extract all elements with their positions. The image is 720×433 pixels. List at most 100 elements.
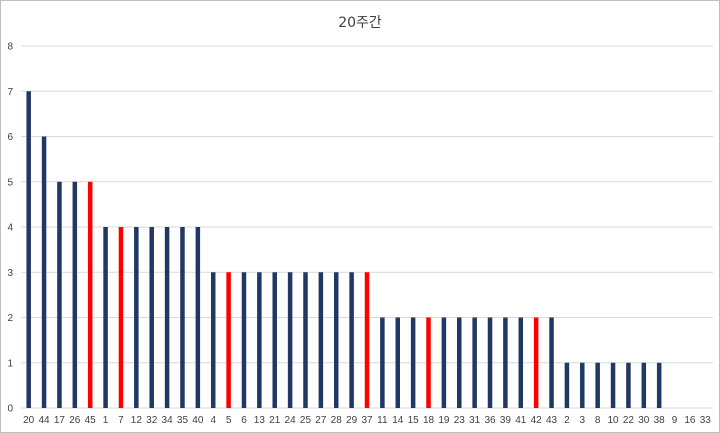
- y-tick-label: 8: [7, 42, 13, 53]
- x-tick-label: 40: [192, 415, 204, 426]
- bar-5: [226, 272, 231, 408]
- x-tick-label: 37: [361, 415, 373, 426]
- bar-14: [395, 317, 401, 408]
- bar-20: [26, 91, 31, 408]
- bar-2: [564, 362, 570, 408]
- x-tick-label: 3: [580, 415, 586, 426]
- x-tick-label: 27: [315, 415, 327, 426]
- y-axis-ticks: 0 1 2 3 4 5 6 7 8: [7, 42, 13, 415]
- bar-22: [626, 362, 631, 408]
- x-tick-label: 13: [254, 415, 266, 426]
- bar-39: [503, 317, 508, 408]
- x-tick-label: 14: [392, 415, 404, 426]
- bar-10: [610, 362, 616, 408]
- bar-19: [441, 317, 447, 408]
- bar-21: [272, 272, 277, 408]
- x-tick-label: 19: [438, 415, 450, 426]
- bar-3: [580, 362, 585, 408]
- x-tick-label: 45: [85, 415, 97, 426]
- bar-8: [595, 362, 600, 408]
- x-tick-label: 24: [285, 415, 297, 426]
- bar-18: [426, 317, 431, 408]
- bar-38: [656, 362, 662, 408]
- x-tick-label: 9: [672, 415, 678, 426]
- x-tick-label: 31: [469, 415, 481, 426]
- x-tick-label: 44: [39, 415, 51, 426]
- bar-25: [303, 272, 308, 408]
- bar-31: [472, 317, 477, 408]
- bar-30: [641, 362, 647, 408]
- bar-34: [164, 227, 170, 408]
- x-tick-label: 2: [564, 415, 570, 426]
- bar-15: [410, 317, 416, 408]
- x-tick-label: 15: [408, 415, 420, 426]
- bar-4: [210, 272, 216, 408]
- x-tick-label: 23: [454, 415, 466, 426]
- bar-17: [57, 181, 62, 408]
- bar-45: [87, 181, 93, 408]
- x-tick-label: 12: [131, 415, 143, 426]
- x-tick-label: 7: [118, 415, 124, 426]
- bar-35: [180, 227, 185, 408]
- x-tick-label: 4: [210, 415, 216, 426]
- chart-title: 20주간: [338, 15, 382, 31]
- x-tick-label: 42: [531, 415, 543, 426]
- bar-43: [549, 317, 554, 408]
- x-tick-label: 21: [269, 415, 281, 426]
- x-tick-label: 18: [423, 415, 435, 426]
- bar-26: [72, 181, 78, 408]
- x-tick-label: 20: [23, 415, 35, 426]
- bar-27: [318, 272, 324, 408]
- bar-29: [349, 272, 354, 408]
- x-tick-label: 16: [684, 415, 696, 426]
- x-tick-label: 32: [146, 415, 158, 426]
- x-tick-label: 1: [103, 415, 109, 426]
- bar-36: [487, 317, 493, 408]
- x-tick-label: 29: [346, 415, 358, 426]
- bar-42: [533, 317, 539, 408]
- bar-41: [518, 317, 524, 408]
- bar-1: [103, 227, 108, 408]
- x-tick-label: 11: [377, 415, 388, 426]
- bars: [26, 91, 662, 408]
- x-tick-label: 17: [54, 415, 66, 426]
- bar-28: [333, 272, 339, 408]
- x-tick-label: 35: [177, 415, 189, 426]
- x-tick-label: 30: [638, 415, 650, 426]
- y-tick-label: 6: [7, 132, 13, 143]
- y-tick-label: 5: [7, 177, 13, 188]
- bar-37: [364, 272, 370, 408]
- y-tick-label: 1: [7, 358, 13, 369]
- y-tick-label: 2: [7, 313, 13, 324]
- x-axis-ticks: 20 44 17 26 45 1 7 12 32 34 35 40 4 5 6 13 21 24 25 27 28 29 3…: [23, 415, 711, 426]
- x-tick-label: 33: [700, 415, 712, 426]
- bar-40: [195, 227, 201, 408]
- bar-12: [134, 227, 139, 408]
- bar-44: [41, 136, 47, 408]
- y-tick-label: 7: [7, 87, 13, 98]
- x-tick-label: 25: [300, 415, 312, 426]
- bar-32: [149, 227, 154, 408]
- bar-24: [287, 272, 293, 408]
- x-tick-label: 38: [654, 415, 666, 426]
- x-tick-label: 8: [595, 415, 601, 426]
- bar-7: [118, 227, 124, 408]
- x-tick-label: 26: [69, 415, 81, 426]
- y-tick-label: 0: [7, 404, 13, 415]
- x-tick-label: 43: [546, 415, 558, 426]
- x-tick-label: 22: [623, 415, 635, 426]
- x-tick-label: 39: [500, 415, 512, 426]
- x-tick-label: 6: [241, 415, 247, 426]
- x-tick-label: 10: [607, 415, 619, 426]
- bar-13: [257, 272, 262, 408]
- x-tick-label: 41: [515, 415, 527, 426]
- bar-23: [457, 317, 462, 408]
- x-tick-label: 28: [331, 415, 343, 426]
- bar-6: [241, 272, 247, 408]
- y-tick-label: 3: [7, 268, 13, 279]
- bar-11: [380, 317, 385, 408]
- x-tick-label: 36: [484, 415, 496, 426]
- x-tick-label: 34: [162, 415, 174, 426]
